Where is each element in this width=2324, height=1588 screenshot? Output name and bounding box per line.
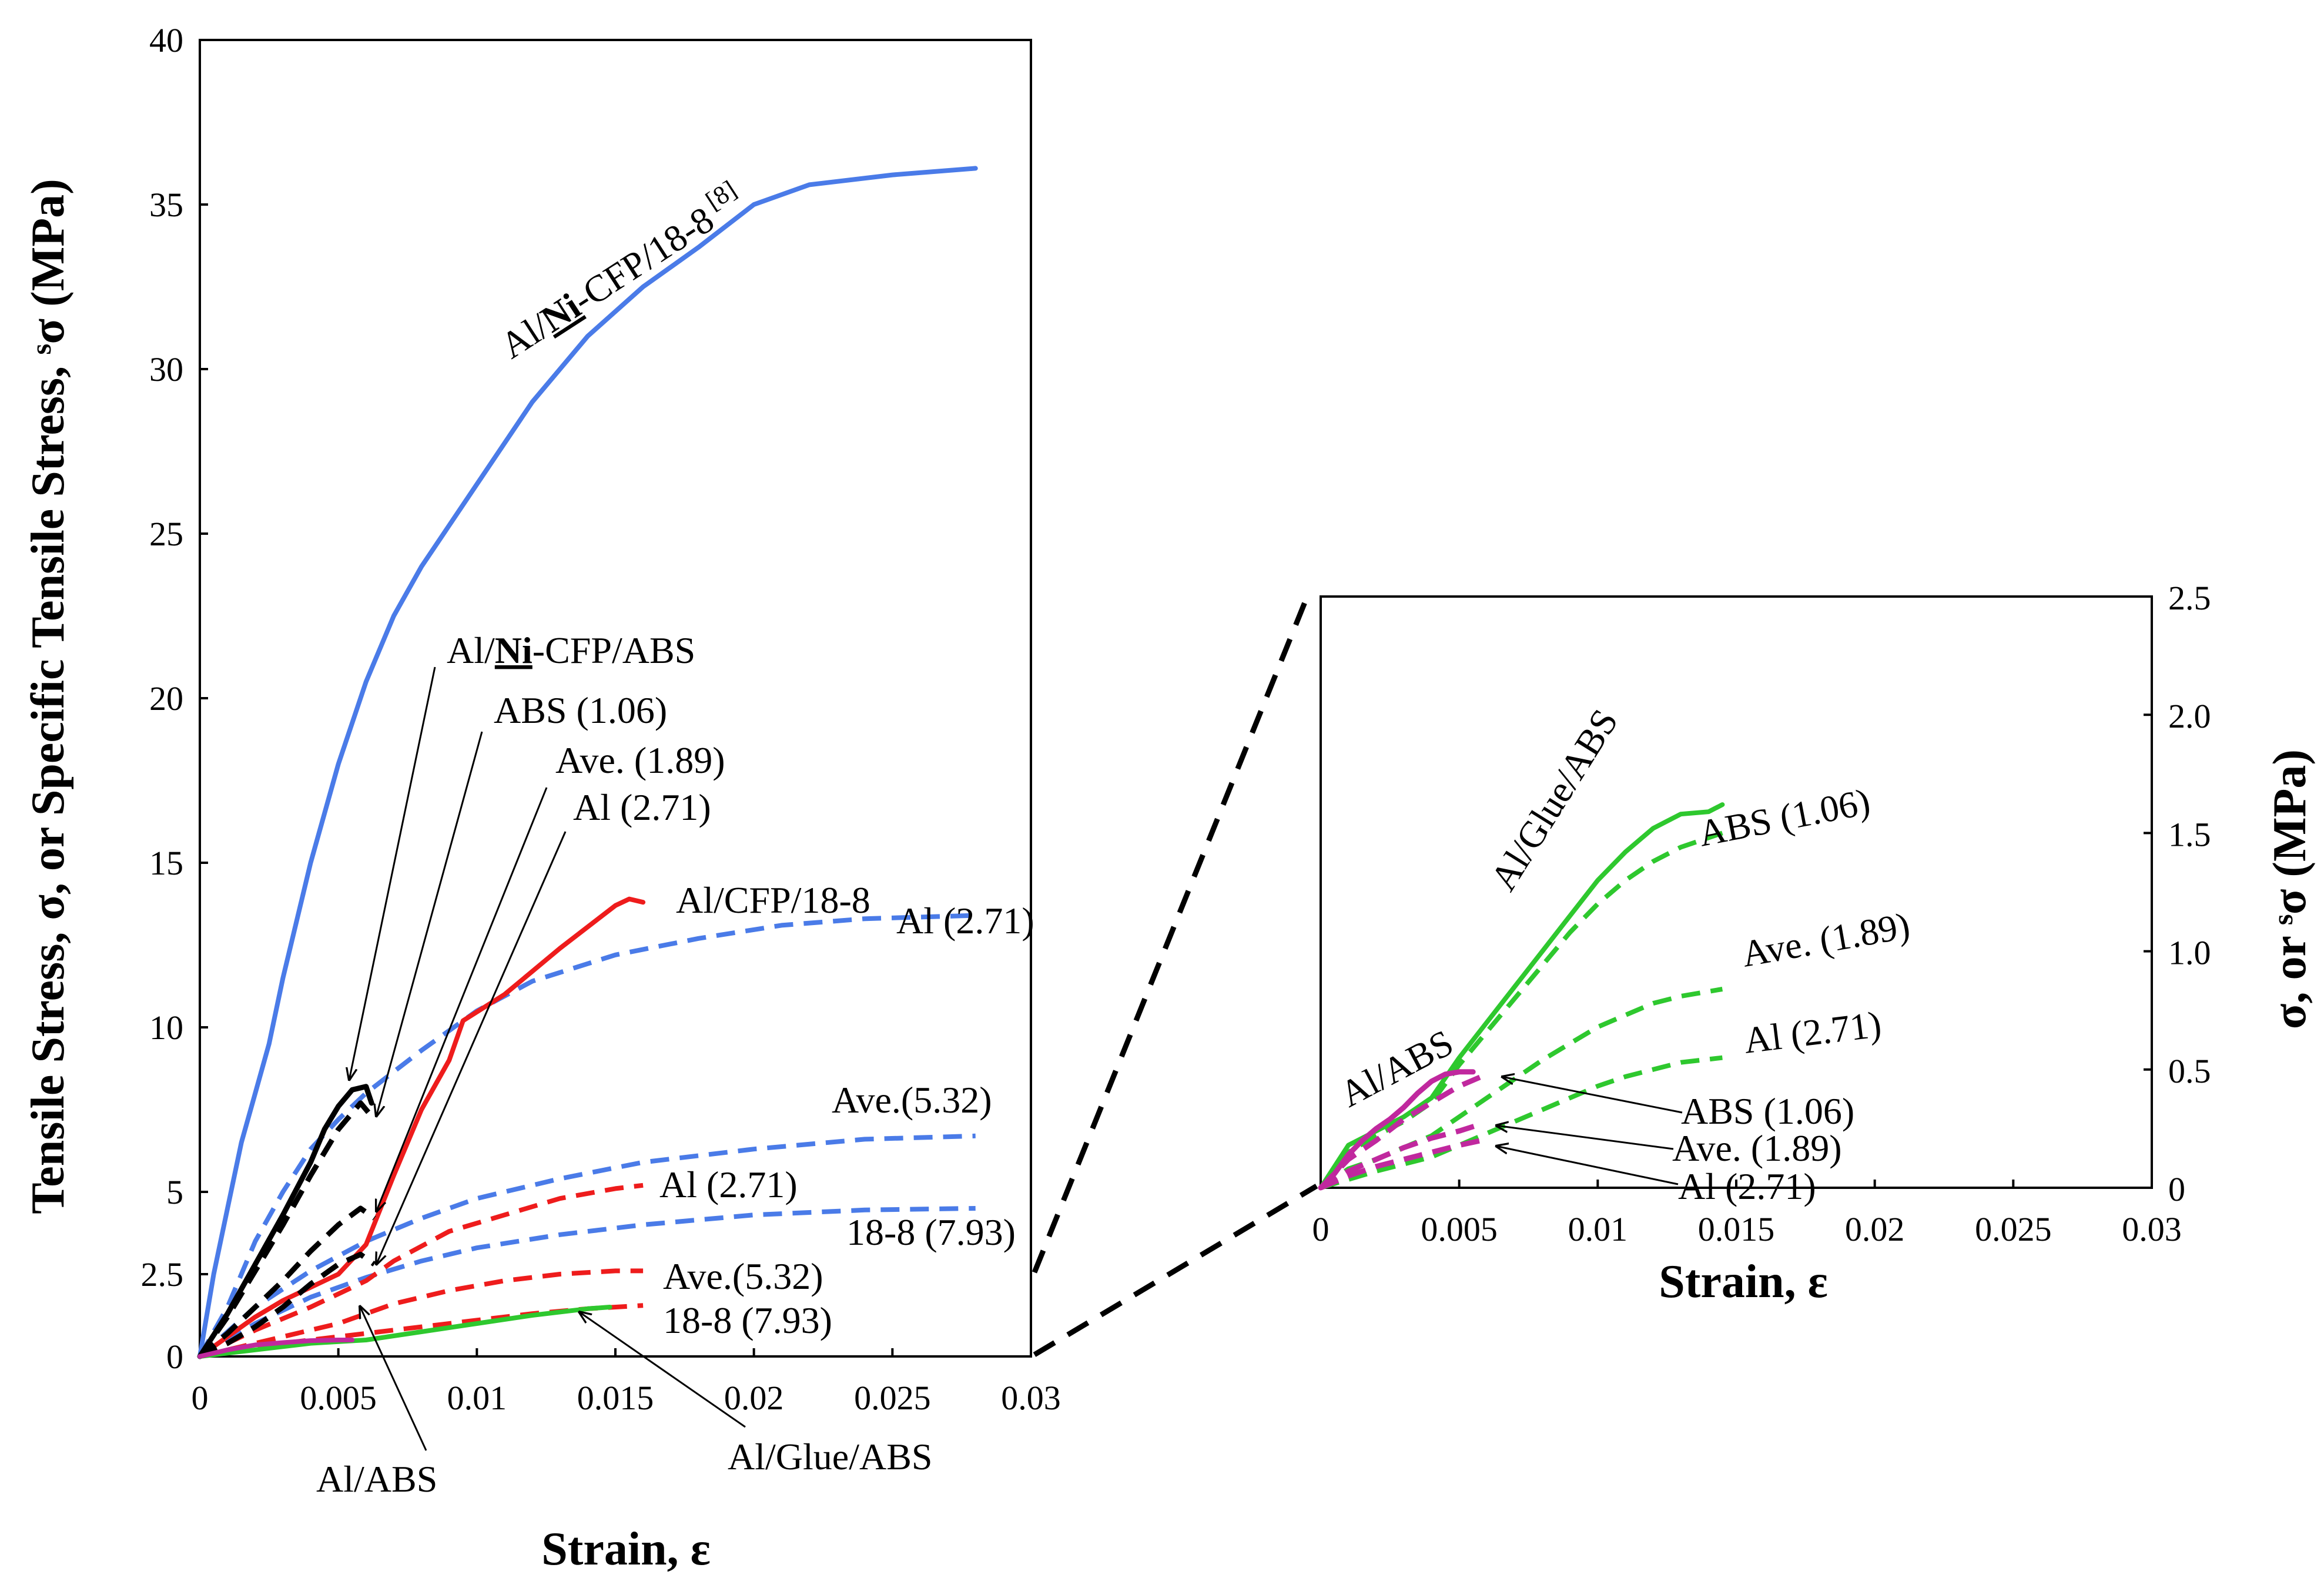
series-line-al-2-71 — [199, 1251, 376, 1359]
x-tick-label: 0.025 — [854, 1379, 931, 1417]
label-al-2.71-blue: Al (2.71) — [896, 900, 1034, 942]
arrow-al-2.71-main — [376, 831, 567, 1265]
y-tick-label: 40 — [149, 21, 183, 59]
x-tick-label: 0 — [192, 1379, 209, 1417]
series-line-al-abs — [197, 1338, 355, 1359]
series-line-al-abs — [1318, 1069, 1476, 1191]
main-x-axis-title: Strain, ε — [541, 1523, 711, 1575]
series-line-abs-1-06 — [1318, 830, 1723, 1190]
label-al-glue-abs-main: Al/Glue/ABS — [728, 1436, 932, 1478]
label-ave-5.32-red: Ave.(5.32) — [663, 1255, 823, 1297]
label-18-8-7.93-blue: 18-8 (7.93) — [846, 1211, 1016, 1253]
x-tick-label: 0.01 — [447, 1379, 507, 1417]
arrow-abs-1.06-main — [376, 731, 483, 1117]
y-tick-label: 25 — [149, 515, 183, 553]
y-tick-label: 10 — [149, 1009, 183, 1047]
label-al-cfp-18-8: Al/CFP/18-8 — [676, 879, 870, 921]
label-al-ni-cfp-18-8: Al/Ni-CFP/18-8[8] — [491, 175, 751, 366]
y-tick-label: 2.5 — [141, 1255, 184, 1294]
label-al-2.71-inset: Al (2.71) — [1678, 1165, 1816, 1207]
series-line-al-ni-cfp-18-8 — [197, 166, 978, 1359]
series-line-al-2-71 — [199, 1182, 644, 1359]
label-abs-1.06-main: ABS (1.06) — [494, 689, 667, 731]
series-line-abs-1-06 — [197, 1100, 374, 1358]
x-tick-label: 0.005 — [1421, 1210, 1498, 1248]
arrow-al-glue-abs-main — [579, 1312, 746, 1428]
label-al-abs-inset: Al/ABS — [1333, 1021, 1459, 1115]
y-tick-label: 20 — [149, 679, 183, 718]
arrow-al-ni-cfp-abs — [349, 666, 436, 1080]
series-line-ave-1-89 — [1319, 1121, 1482, 1190]
label-18-8-7.93-red: 18-8 (7.93) — [663, 1299, 832, 1341]
y-tick-label: 35 — [149, 186, 183, 224]
label-al-2.71-inset-rot: Al (2.71) — [1742, 1003, 1884, 1061]
y-tick-label: 1.5 — [2168, 815, 2211, 853]
inset-series-group — [1318, 802, 1725, 1191]
label-abs-1.06-inset: ABS (1.06) — [1681, 1090, 1854, 1132]
series-line-ave-1-89 — [198, 1205, 376, 1359]
main-axes: 0 0.005 0.01 0.015 0.02 0.025 0.03 0 2.5 5 10 15 20 2… — [141, 21, 1061, 1417]
inset-y-axis-title: σ, or ˢσ (MPa) — [2264, 749, 2316, 1029]
x-tick-label: 0.025 — [1975, 1210, 2052, 1248]
arrow-al-2.71-inset — [1496, 1146, 1679, 1185]
main-y-axis-title: Tensile Stress, σ, or Specific Tensile S… — [22, 179, 74, 1214]
x-tick-label: 0.03 — [2122, 1210, 2182, 1248]
x-tick-label: 0 — [1312, 1210, 1330, 1248]
arrow-ave-1.89-inset — [1496, 1125, 1674, 1150]
series-line-al-cfp-18-8 — [197, 896, 646, 1359]
label-ave-5.32-blue: Ave.(5.32) — [832, 1079, 992, 1121]
inset-x-axis-title: Strain, ε — [1659, 1256, 1828, 1308]
x-tick-label: 0.03 — [1001, 1379, 1061, 1417]
y-tick-label: 2.5 — [2168, 579, 2211, 617]
series-line-ave-5-32 — [199, 1268, 644, 1359]
y-tick-label: 0 — [2168, 1170, 2185, 1208]
series-line-18-8-7-93 — [198, 1206, 976, 1359]
label-al-2.71-red: Al (2.71) — [659, 1164, 798, 1205]
label-ave-1.89-inset-rot: Ave. (1.89) — [1739, 904, 1913, 975]
label-al-ni-cfp-abs: Al/Ni-CFP/ABS — [447, 629, 695, 671]
y-tick-label: 0 — [166, 1338, 183, 1376]
y-tick-label: 2.0 — [2168, 697, 2211, 735]
series-line-al-glue-abs — [1318, 802, 1725, 1190]
y-tick-label: 15 — [149, 844, 183, 882]
y-tick-label: 1.0 — [2168, 934, 2211, 972]
series-line-abs-1-06 — [1318, 1074, 1483, 1190]
x-tick-label: 0.02 — [1845, 1210, 1905, 1248]
label-al-glue-abs-inset: Al/Glue/ABS — [1482, 702, 1626, 897]
label-al-2.71-main-black: Al (2.71) — [573, 786, 711, 828]
zoom-connector-upper — [1032, 601, 1308, 1274]
y-tick-label: 5 — [166, 1173, 183, 1211]
arrow-ave-1.89-main — [376, 787, 548, 1212]
label-al-abs-main: Al/ABS — [316, 1458, 437, 1500]
x-tick-label: 0.01 — [1568, 1210, 1628, 1248]
x-tick-label: 0.015 — [577, 1379, 654, 1417]
series-line-al-2-71 — [1320, 1055, 1723, 1190]
series-line-ave-5-32 — [198, 1133, 976, 1358]
y-tick-label: 30 — [149, 350, 183, 388]
label-ave-1.89-main: Ave. (1.89) — [555, 739, 725, 781]
x-tick-label: 0.005 — [300, 1379, 377, 1417]
arrow-al-abs-main — [360, 1306, 427, 1451]
series-line-al-ni-cfp-abs — [197, 1084, 374, 1359]
arrow-abs-1.06-inset — [1502, 1077, 1683, 1114]
inset-axes: 0 0.005 0.01 0.015 0.02 0.025 0.0300.51.01.52.… — [1312, 579, 2211, 1248]
zoom-connector-lower — [1033, 1184, 1318, 1357]
main-series-group — [197, 166, 978, 1359]
label-ave-1.89-inset: Ave. (1.89) — [1672, 1127, 1842, 1169]
x-tick-label: 0.02 — [724, 1379, 784, 1417]
y-tick-label: 0.5 — [2168, 1052, 2211, 1090]
series-line-al-2-71 — [1320, 1138, 1482, 1191]
series-line-al-2-71 — [197, 913, 976, 1358]
series-line-al-glue-abs — [197, 1305, 612, 1359]
label-abs-1.06-inset-rot: ABS (1.06) — [1695, 780, 1873, 855]
x-tick-label: 0.015 — [1698, 1210, 1775, 1248]
